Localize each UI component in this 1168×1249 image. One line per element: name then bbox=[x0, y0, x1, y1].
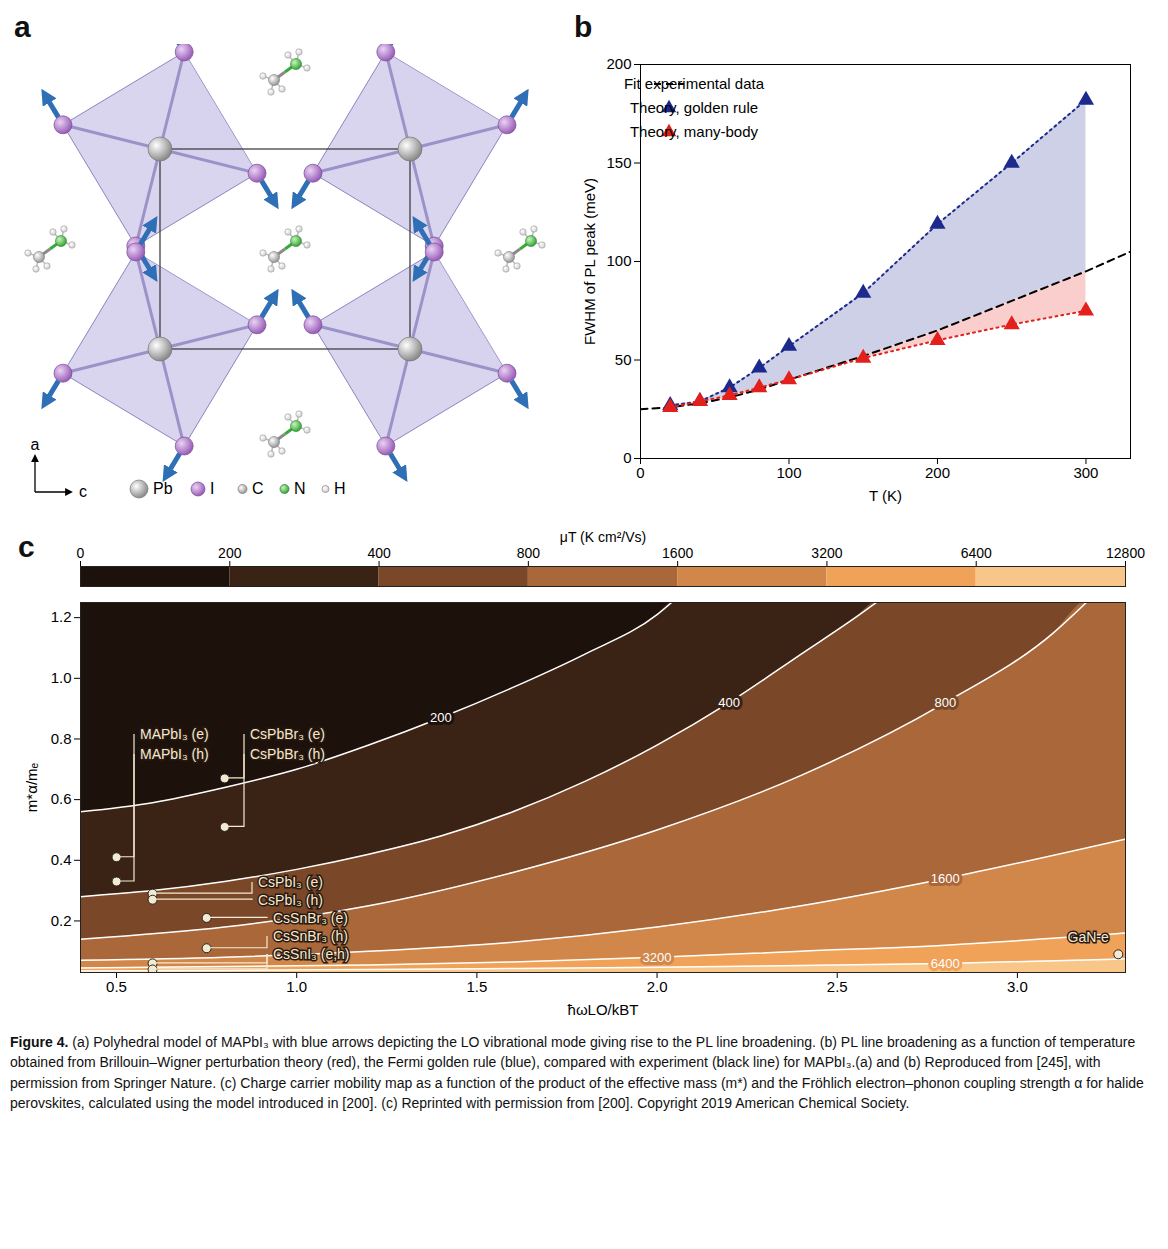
svg-text:I: I bbox=[210, 480, 214, 497]
svg-text:400: 400 bbox=[718, 695, 740, 710]
svg-text:CsPbI₃ (e): CsPbI₃ (e) bbox=[258, 874, 323, 890]
svg-text:0: 0 bbox=[636, 464, 644, 481]
svg-text:200: 200 bbox=[430, 710, 452, 725]
svg-text:300: 300 bbox=[1073, 464, 1098, 481]
svg-text:6400: 6400 bbox=[931, 956, 960, 971]
svg-text:400: 400 bbox=[718, 695, 740, 710]
svg-text:800: 800 bbox=[934, 695, 956, 710]
svg-text:1600: 1600 bbox=[931, 871, 960, 886]
svg-text:a: a bbox=[31, 436, 40, 453]
svg-text:1.0: 1.0 bbox=[51, 669, 72, 686]
svg-text:1.5: 1.5 bbox=[466, 978, 487, 995]
svg-text:T (K): T (K) bbox=[869, 487, 902, 504]
svg-text:CsPbBr₃ (h): CsPbBr₃ (h) bbox=[250, 746, 325, 762]
svg-text:Fit experimental data: Fit experimental data bbox=[624, 75, 765, 92]
svg-text:Pb: Pb bbox=[153, 480, 173, 497]
svg-text:400: 400 bbox=[367, 545, 391, 561]
svg-text:150: 150 bbox=[606, 154, 631, 171]
svg-text:800: 800 bbox=[517, 545, 541, 561]
svg-text:3200: 3200 bbox=[811, 545, 842, 561]
svg-text:MAPbI₃ (h): MAPbI₃ (h) bbox=[140, 746, 209, 762]
html-text:b: b bbox=[574, 10, 593, 43]
svg-text:3200: 3200 bbox=[643, 949, 672, 964]
svg-text:3.0: 3.0 bbox=[1007, 978, 1028, 995]
svg-text:200: 200 bbox=[430, 710, 452, 725]
html-text:c: c bbox=[18, 530, 35, 563]
svg-text:800: 800 bbox=[934, 695, 956, 710]
svg-text:50: 50 bbox=[615, 351, 632, 368]
svg-text:GaN-e: GaN-e bbox=[1068, 929, 1109, 945]
svg-text:1.0: 1.0 bbox=[286, 978, 307, 995]
svg-text:CsPbBr₃ (e): CsPbBr₃ (e) bbox=[250, 726, 325, 742]
svg-text:N: N bbox=[294, 480, 306, 497]
svg-text:μT (K cm²/Vs): μT (K cm²/Vs) bbox=[560, 529, 646, 545]
svg-text:12800: 12800 bbox=[1106, 545, 1145, 561]
svg-text:6400: 6400 bbox=[931, 956, 960, 971]
svg-text:200: 200 bbox=[218, 545, 242, 561]
svg-text:0.2: 0.2 bbox=[51, 912, 72, 929]
svg-text:0.5: 0.5 bbox=[106, 978, 127, 995]
svg-text:200: 200 bbox=[606, 55, 631, 72]
svg-text:200: 200 bbox=[925, 464, 950, 481]
svg-text:FWHM of PL peak (meV): FWHM of PL peak (meV) bbox=[581, 178, 598, 345]
svg-text:H: H bbox=[334, 480, 346, 497]
svg-text:6400: 6400 bbox=[961, 545, 992, 561]
svg-text:0.4: 0.4 bbox=[51, 851, 72, 868]
svg-text:0: 0 bbox=[77, 545, 85, 561]
svg-text:2.5: 2.5 bbox=[827, 978, 848, 995]
svg-text:0.6: 0.6 bbox=[51, 790, 72, 807]
svg-text:CsPbI₃ (h): CsPbI₃ (h) bbox=[258, 892, 323, 908]
svg-text:2.0: 2.0 bbox=[647, 978, 668, 995]
svg-text:1600: 1600 bbox=[662, 545, 693, 561]
svg-text:C: C bbox=[252, 480, 264, 497]
svg-text:Theory, golden rule: Theory, golden rule bbox=[630, 99, 758, 116]
svg-text:c: c bbox=[79, 483, 87, 500]
html-text:a: a bbox=[14, 10, 31, 43]
svg-text:Theory, many-body: Theory, many-body bbox=[630, 123, 759, 140]
svg-text:3200: 3200 bbox=[643, 949, 672, 964]
html-text:Figure 4. (a) Polyhedral model: Figure 4. (a) Polyhedral model of MAPbI₃… bbox=[10, 1034, 1144, 1111]
svg-text:ħωLO/kBT: ħωLO/kBT bbox=[568, 1001, 639, 1018]
svg-text:m*α/mₑ: m*α/mₑ bbox=[23, 762, 40, 812]
svg-text:1600: 1600 bbox=[931, 871, 960, 886]
svg-text:0: 0 bbox=[623, 449, 631, 466]
svg-text:MAPbI₃ (e): MAPbI₃ (e) bbox=[140, 726, 209, 742]
svg-text:CsSnBr₃ (e): CsSnBr₃ (e) bbox=[273, 910, 348, 926]
svg-text:1.2: 1.2 bbox=[51, 608, 72, 625]
svg-text:0.8: 0.8 bbox=[51, 730, 72, 747]
svg-text:CsSnBr₃ (h): CsSnBr₃ (h) bbox=[273, 928, 348, 944]
svg-text:100: 100 bbox=[606, 252, 631, 269]
svg-text:100: 100 bbox=[776, 464, 801, 481]
svg-text:CsSnI₃ (e,h): CsSnI₃ (e,h) bbox=[273, 946, 350, 962]
